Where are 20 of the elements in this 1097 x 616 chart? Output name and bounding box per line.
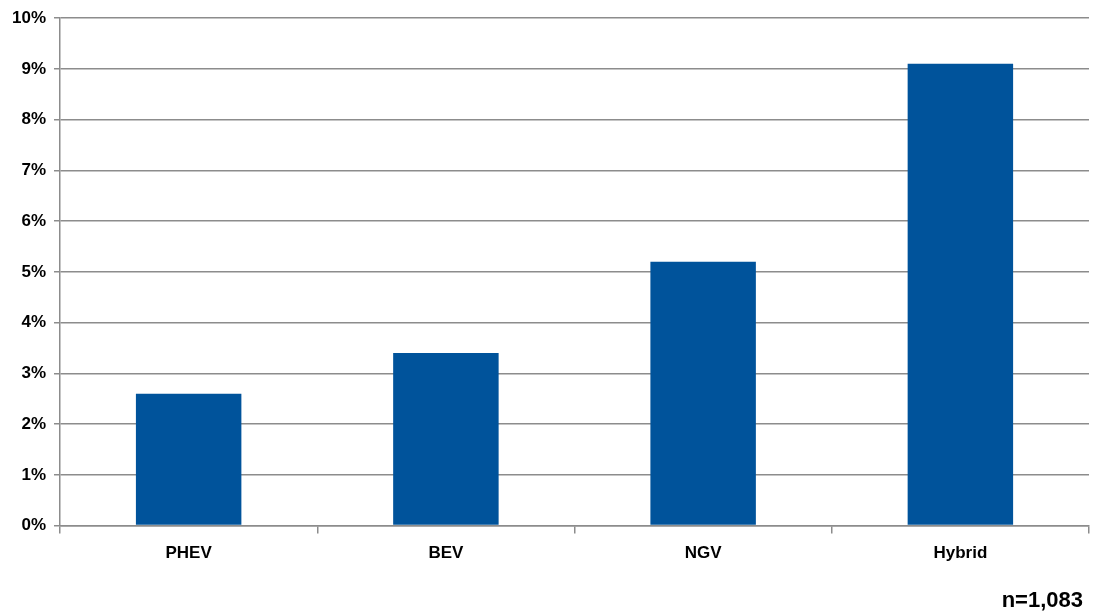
x-tick-label: Hybrid <box>933 543 988 563</box>
text: n=1,083 <box>1001 587 1083 613</box>
y-tick-label: 4% <box>21 312 47 332</box>
y-tick-label: 8% <box>21 109 47 129</box>
y-tick-label: 10% <box>11 7 47 27</box>
y-tick-label: 6% <box>21 210 47 230</box>
y-tick-label: 1% <box>21 464 47 484</box>
bar <box>135 393 242 525</box>
bar <box>907 63 1014 525</box>
y-tick-label: 0% <box>21 515 47 535</box>
bar <box>393 353 499 525</box>
x-tick-label: BEV <box>428 543 465 563</box>
x-tick-label: NGV <box>684 543 723 563</box>
y-tick-label: 5% <box>21 261 47 281</box>
y-tick-label: 9% <box>21 58 47 78</box>
bar <box>650 261 756 525</box>
y-tick-label: 7% <box>21 160 47 180</box>
x-tick-label: PHEV <box>165 543 213 563</box>
y-tick-label: 3% <box>21 363 47 383</box>
y-tick-label: 2% <box>21 413 47 433</box>
